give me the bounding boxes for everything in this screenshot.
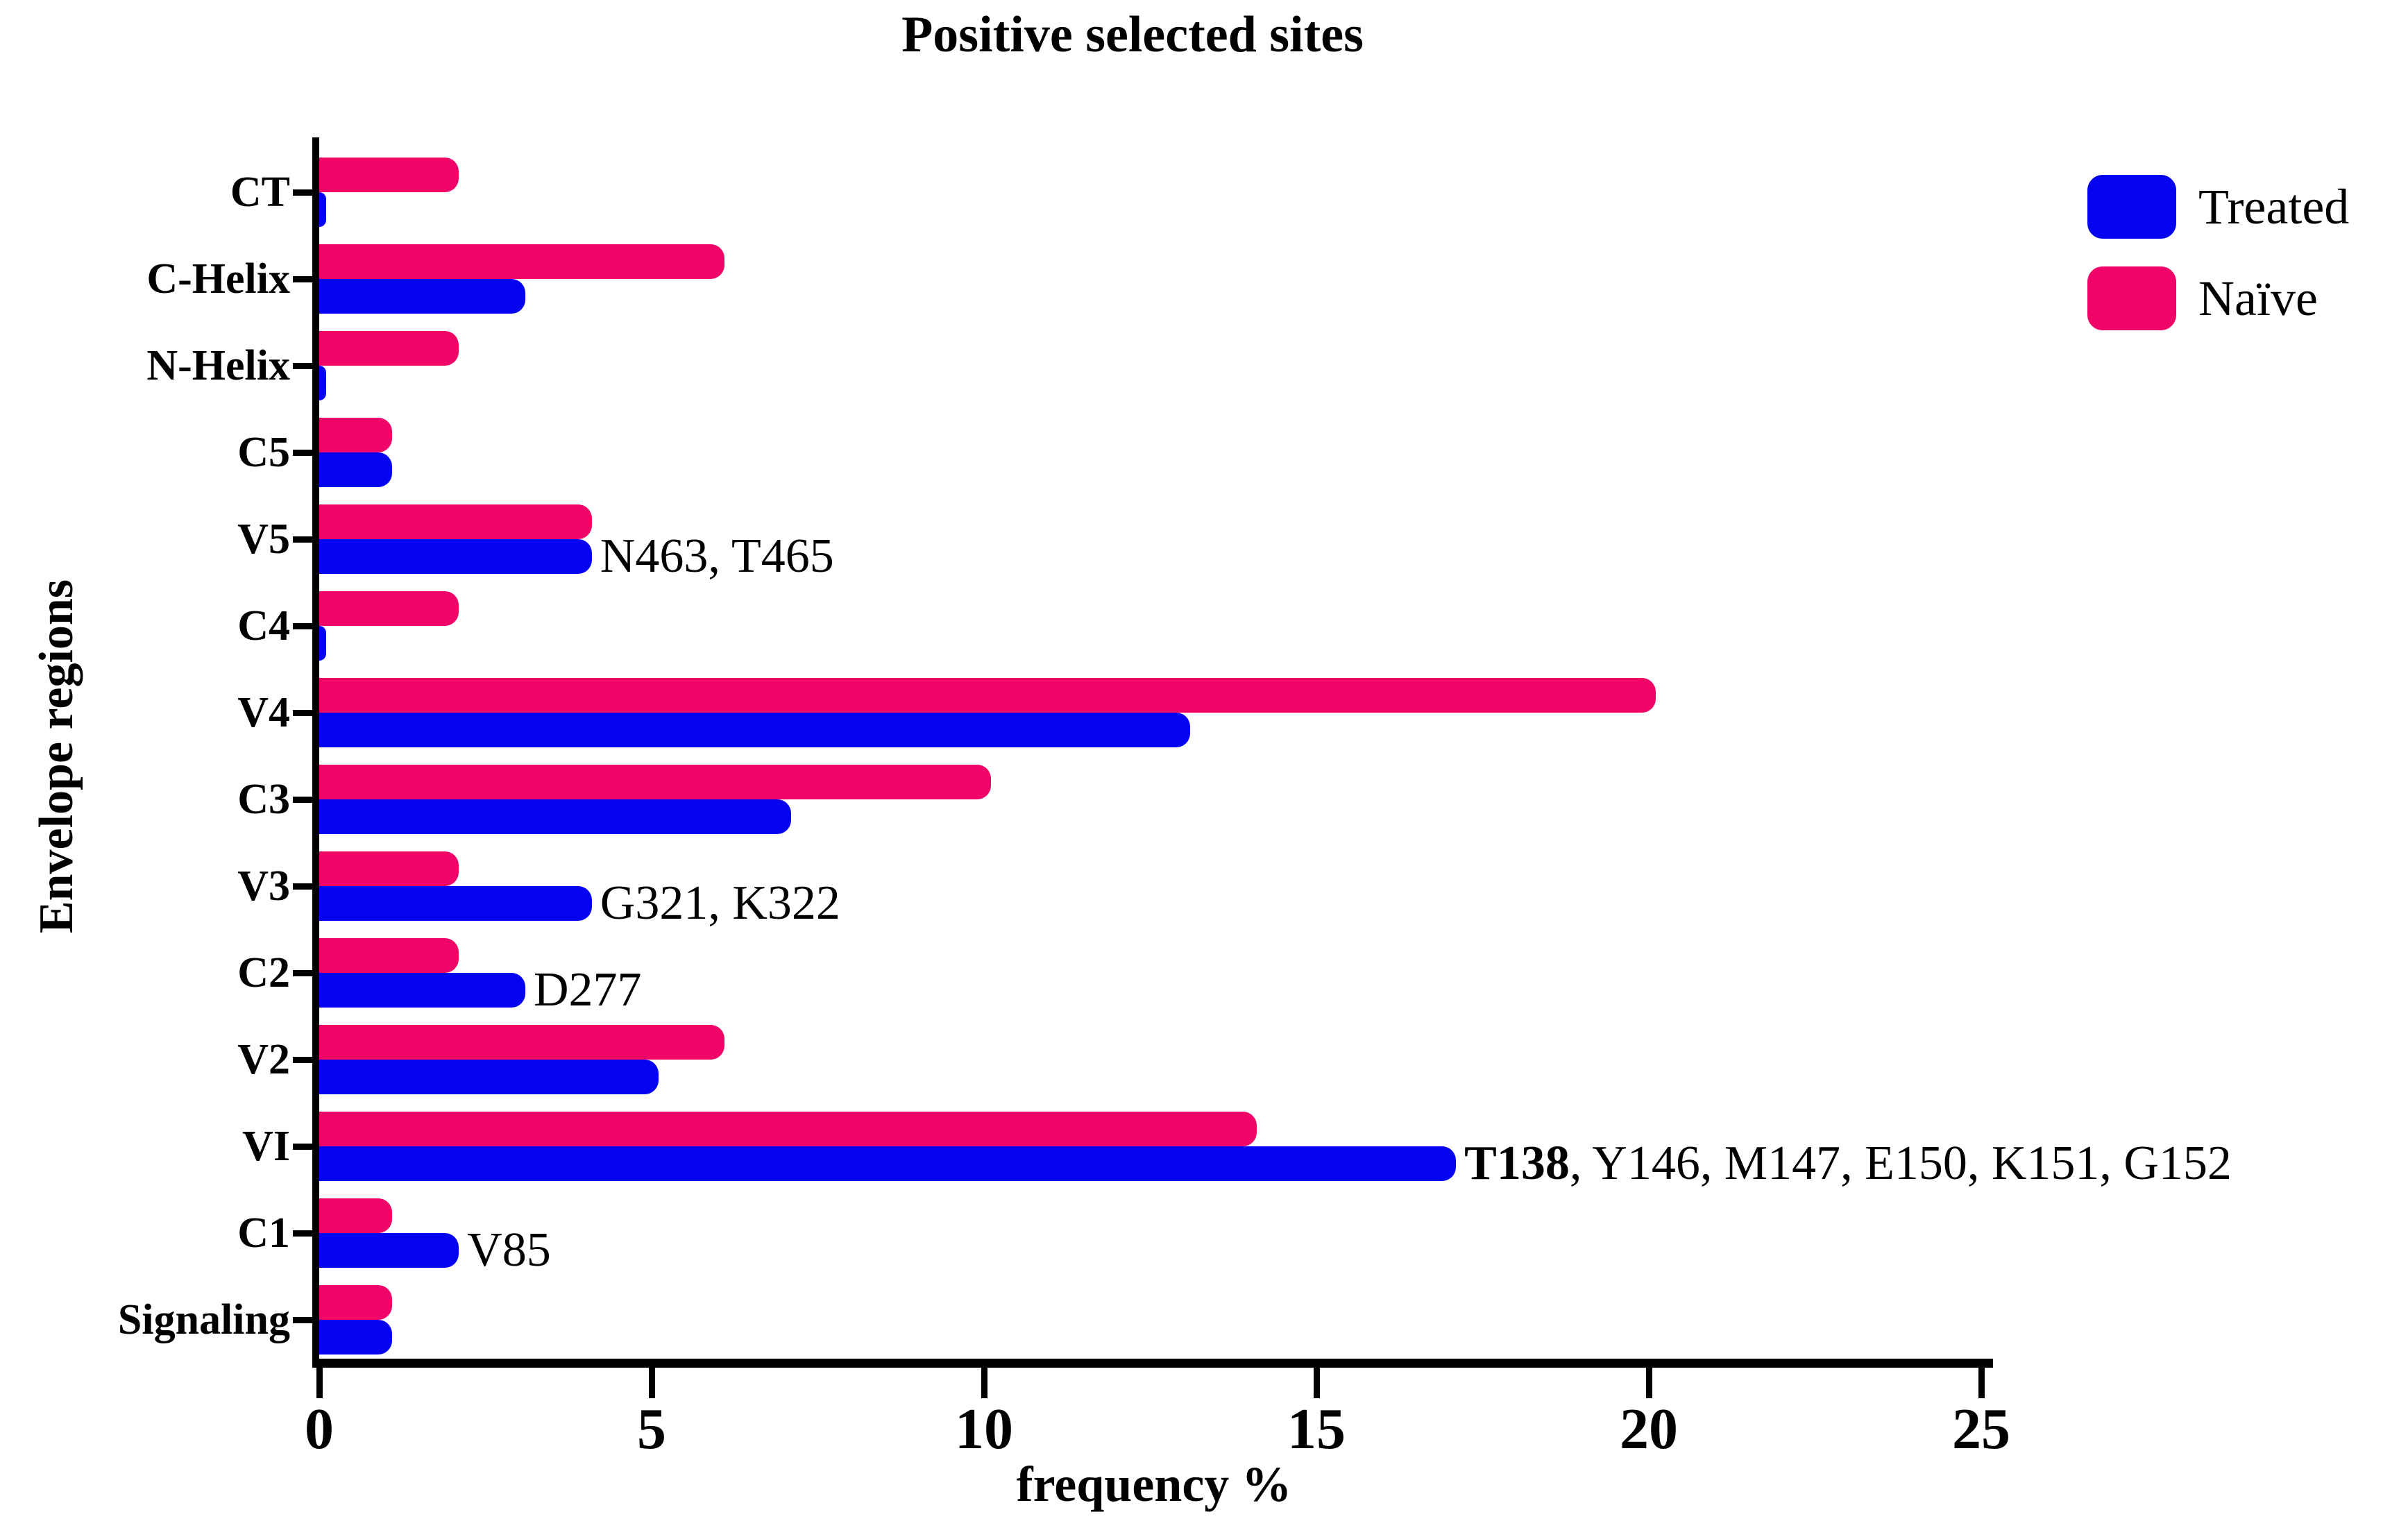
bar-naive-ct: [319, 157, 459, 192]
bar-naive-c1: [319, 1198, 393, 1233]
annotation-v5: N463, T465: [600, 529, 834, 583]
bar-naive-v3: [319, 851, 459, 886]
annotation-segment: G321, K322: [600, 876, 840, 930]
category-label-c2: C2: [237, 949, 290, 996]
annotation-vi: T138, Y146, M147, E150, K151, G152: [1464, 1136, 2232, 1190]
y-axis-tick-v4: [293, 709, 314, 716]
legend-swatch-treated: [2087, 175, 2176, 239]
x-axis-tick-5: [648, 1368, 655, 1398]
annotation-segment: T138: [1464, 1136, 1570, 1190]
bar-treated-v4: [319, 712, 1190, 747]
bar-naive-c3: [319, 764, 991, 799]
category-label-c5: C5: [237, 428, 290, 476]
bar-treated-v5: [319, 538, 592, 574]
y-axis-tick-signaling: [293, 1316, 314, 1323]
x-axis-tick-0: [316, 1368, 323, 1398]
x-axis-tick-15: [1313, 1368, 1320, 1398]
category-label-v2: V2: [237, 1035, 290, 1083]
bar-treated-c3: [319, 799, 792, 834]
x-axis-title: frequency %: [1016, 1457, 1292, 1512]
legend-swatch-naive: [2087, 266, 2176, 330]
bar-treated-signaling: [319, 1319, 393, 1355]
x-axis-tick-label-5: 5: [637, 1397, 666, 1461]
annotation-segment: , Y146, M147, E150, K151, G152: [1569, 1136, 2232, 1190]
bar-naive-c4: [319, 591, 459, 626]
x-axis-tick-label-25: 25: [1952, 1397, 2010, 1461]
bar-treated-c-helix: [319, 278, 525, 314]
y-axis-tick-c1: [293, 1230, 314, 1237]
y-axis-title: Envelope regions: [30, 579, 83, 934]
bar-treated-c2: [319, 972, 525, 1008]
category-label-v4: V4: [237, 688, 290, 736]
bar-treated-c1: [319, 1232, 459, 1268]
chart-title: Positive selected sites: [901, 6, 1364, 63]
bar-naive-v4: [319, 677, 1656, 713]
bar-treated-v2: [319, 1059, 659, 1094]
y-axis-tick-c4: [293, 622, 314, 629]
bar-naive-n-helix: [319, 330, 459, 366]
bar-naive-vi: [319, 1111, 1257, 1146]
y-axis-tick-c5: [293, 449, 314, 456]
category-label-c4: C4: [237, 602, 290, 649]
category-label-c3: C3: [237, 775, 290, 823]
bar-naive-c2: [319, 937, 459, 973]
y-axis-spine: [312, 137, 319, 1368]
x-axis-tick-label-20: 20: [1620, 1397, 1678, 1461]
x-axis-tick-label-0: 0: [305, 1397, 334, 1461]
bar-treated-n-helix: [319, 365, 326, 400]
y-axis-tick-c-helix: [293, 275, 314, 282]
category-label-v3: V3: [237, 862, 290, 910]
y-axis-tick-ct: [293, 189, 314, 196]
y-axis-tick-vi: [293, 1143, 314, 1150]
bar-treated-v3: [319, 885, 592, 921]
annotation-segment: D277: [533, 962, 642, 1017]
y-axis-tick-v3: [293, 883, 314, 890]
legend-label-treated: Treated: [2198, 179, 2350, 235]
annotation-segment: N463, T465: [600, 529, 834, 583]
category-label-v5: V5: [237, 515, 290, 563]
category-label-signaling: Signaling: [117, 1296, 290, 1343]
category-label-c-helix: C-Helix: [146, 255, 290, 303]
bar-treated-c5: [319, 452, 393, 487]
annotation-v3: G321, K322: [600, 878, 840, 928]
legend-label-naive: Naïve: [2198, 271, 2318, 326]
y-axis-tick-v2: [293, 1056, 314, 1063]
bar-naive-c5: [319, 417, 393, 452]
category-label-ct: CT: [230, 168, 290, 216]
y-axis-tick-v5: [293, 536, 314, 543]
y-axis-tick-n-helix: [293, 362, 314, 369]
annotation-c1: V85: [467, 1225, 551, 1275]
annotation-segment: V85: [467, 1223, 551, 1277]
y-axis-tick-c2: [293, 969, 314, 976]
bar-treated-vi: [319, 1146, 1457, 1181]
x-axis-tick-10: [981, 1368, 987, 1398]
y-axis-tick-c3: [293, 796, 314, 803]
x-axis-line: [312, 1359, 1993, 1368]
annotation-c2: D277: [534, 965, 642, 1015]
category-label-vi: VI: [242, 1122, 290, 1170]
bar-treated-ct: [319, 192, 326, 227]
bar-naive-c-helix: [319, 244, 725, 279]
x-axis-tick-20: [1645, 1368, 1652, 1398]
bar-treated-c4: [319, 625, 326, 661]
x-axis-tick-label-10: 10: [955, 1397, 1013, 1461]
category-label-c1: C1: [237, 1209, 290, 1257]
bar-naive-signaling: [319, 1284, 393, 1320]
x-axis-tick-label-15: 15: [1287, 1397, 1346, 1461]
bar-naive-v2: [319, 1024, 725, 1060]
x-axis-tick-25: [1978, 1368, 1985, 1398]
category-label-n-helix: N-Helix: [146, 341, 290, 389]
bar-naive-v5: [319, 504, 592, 539]
